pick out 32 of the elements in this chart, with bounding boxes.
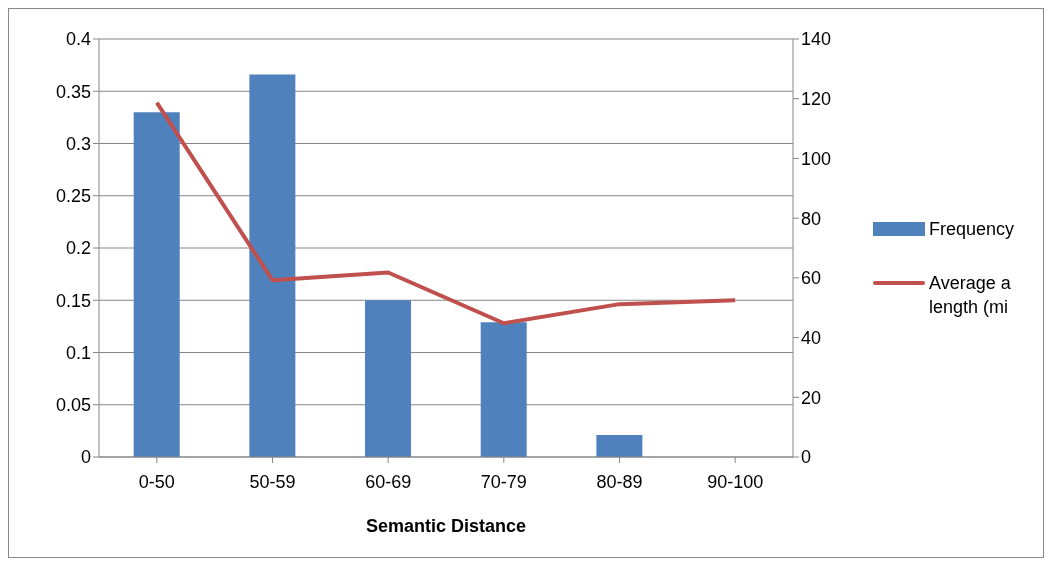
legend-label: Frequency xyxy=(929,218,1016,241)
y2-tick-label: 80 xyxy=(801,208,822,229)
bar xyxy=(365,300,412,457)
y-tick-label: 0.05 xyxy=(55,395,91,416)
x-axis-title: Semantic Distance xyxy=(365,516,527,536)
bar xyxy=(133,112,180,457)
y-tick-label: 0.3 xyxy=(65,133,91,154)
y2-tick-label: 20 xyxy=(801,387,822,408)
y-tick-label: 0.35 xyxy=(55,81,91,102)
y2-tick-label: 0 xyxy=(801,447,812,468)
y-tick-label: 0.4 xyxy=(65,29,91,50)
y-tick-label: 0.2 xyxy=(65,238,91,259)
y-tick-label: 0.15 xyxy=(55,290,91,311)
x-tick-label: 50-59 xyxy=(249,471,296,492)
y2-tick-label: 140 xyxy=(801,29,832,50)
y2-tick-label: 100 xyxy=(801,148,832,169)
x-tick-label: 80-89 xyxy=(596,471,643,492)
x-tick-label: 90-100 xyxy=(707,471,764,492)
line-series xyxy=(154,100,738,326)
y-tick-label: 0.1 xyxy=(65,342,91,363)
y-tick-label: 0 xyxy=(80,447,91,468)
y2-tick-label: 120 xyxy=(801,89,832,110)
bar xyxy=(480,322,527,457)
x-tick-label: 0-50 xyxy=(138,471,175,492)
y2-tick-label: 40 xyxy=(801,327,822,348)
bar xyxy=(596,435,643,457)
y-tick-label: 0.25 xyxy=(55,186,91,207)
bar xyxy=(249,74,296,457)
legend-label: Average a length (mi xyxy=(929,272,1012,319)
x-tick-label: 70-79 xyxy=(480,471,527,492)
x-tick-label: 60-69 xyxy=(365,471,412,492)
y2-tick-label: 60 xyxy=(801,268,822,289)
